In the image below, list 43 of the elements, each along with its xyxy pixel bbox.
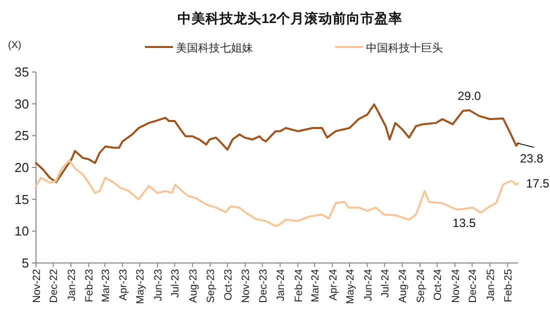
x-tick-label: Feb-24	[292, 268, 305, 302]
y-tick-label: 35	[14, 64, 29, 80]
x-tick-label: Sep-23	[205, 268, 218, 303]
x-tick-label: Dec-24	[467, 268, 480, 303]
legend-label: 中国科技十巨头	[366, 42, 443, 54]
x-tick-label: Nov-22	[31, 268, 43, 303]
annotation: 23.8	[520, 151, 544, 166]
x-tick-label: Mar-24	[310, 268, 322, 302]
x-tick-label: Sep-24	[414, 268, 427, 303]
x-tick-label: Nov-24	[450, 268, 462, 303]
x-tick-label: Aug-24	[397, 268, 410, 303]
annotation: 17.5	[526, 176, 550, 190]
x-tick-label: Jun-23	[152, 268, 165, 302]
y-tick-label: 20	[14, 160, 29, 175]
x-tick-label: Jan-24	[275, 268, 288, 302]
x-tick-label: May-23	[134, 268, 147, 304]
x-tick-label: Oct-24	[432, 268, 444, 301]
y-tick-label: 30	[14, 96, 29, 112]
x-tick-label: May-24	[344, 268, 356, 304]
y-tick-label: 15	[14, 192, 29, 207]
x-tick-label: Dec-23	[257, 268, 270, 303]
x-tick-label: Jun-24	[362, 268, 374, 302]
x-tick-label: Oct-23	[222, 268, 234, 301]
x-tick-label: Jul-23	[170, 268, 182, 298]
x-tick-label: Mar-23	[100, 268, 112, 302]
x-tick-label: Apr-23	[118, 268, 130, 301]
annotation: 13.5	[452, 216, 476, 230]
x-tick-label: Nov-23	[240, 268, 252, 303]
y-axis-title: (X)	[8, 40, 22, 51]
legend-label: 美国科技七姐妹	[176, 42, 253, 54]
y-tick-label: 10	[14, 224, 29, 239]
annotation: 29.0	[458, 89, 482, 104]
x-tick-label: Aug-23	[187, 268, 200, 303]
x-tick-label: Jan-25	[484, 268, 497, 302]
x-tick-label: Jul-24	[379, 268, 392, 298]
x-tick-label: Dec-22	[48, 268, 60, 303]
y-tick-label: 25	[14, 128, 29, 144]
x-tick-label: Feb-23	[84, 268, 96, 302]
x-tick-label: Jan-23	[66, 268, 78, 302]
chart-title: 中美科技龙头12个月滚动前向市盈率	[177, 10, 403, 26]
x-tick-label: Apr-24	[327, 268, 340, 301]
x-tick-label: Feb-25	[502, 268, 515, 302]
y-tick-label: 5	[22, 256, 29, 270]
